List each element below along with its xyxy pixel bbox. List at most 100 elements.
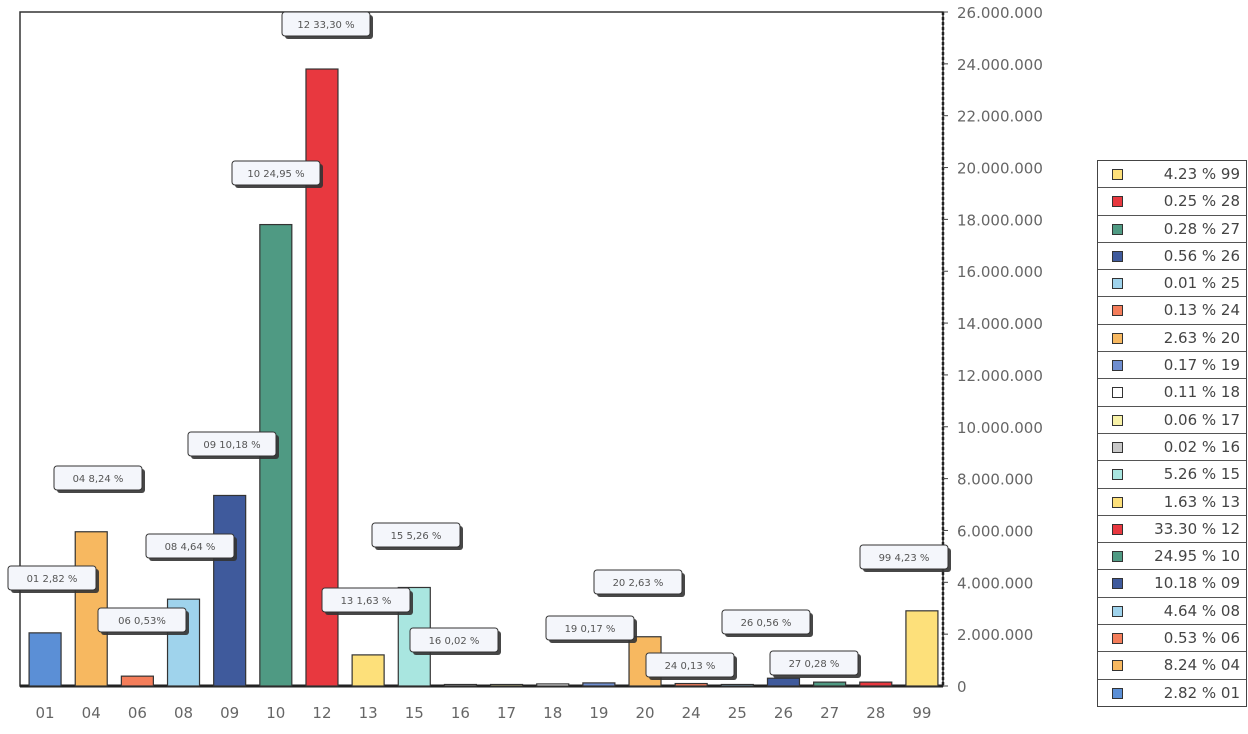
y-tick-label: 18.000.000	[957, 211, 1043, 229]
legend-swatch	[1112, 223, 1123, 235]
callout-box	[409, 627, 499, 653]
bar-26	[766, 677, 801, 687]
legend-item: 4.64 % 08	[1098, 598, 1246, 626]
callout-label: 08 4,64 %	[165, 542, 216, 553]
callout-09: 09 10,18 %	[187, 431, 279, 459]
legend-item: 1.63 % 13	[1098, 489, 1246, 516]
x-axis: 01 04 06 08 09 10 12 13 15 16 17 18 19 20 24 25 26 27 28 99	[36, 704, 932, 722]
callout-16: 16 0,02 %	[409, 627, 501, 655]
callout-label: 15 5,26 %	[391, 531, 442, 542]
legend-swatch	[1112, 387, 1123, 399]
y-tick-label: 0	[957, 678, 967, 696]
legend-swatch	[1112, 414, 1123, 426]
x-tick-label: 16	[451, 704, 470, 722]
legend-item: 4.23 % 99	[1098, 161, 1246, 189]
legend-label: 0.06 % 17	[1163, 410, 1240, 429]
legend-swatch	[1112, 305, 1123, 317]
legend-swatch	[1112, 332, 1123, 344]
legend-label: 0.17 % 19	[1163, 356, 1240, 375]
callout-label: 19 0,17 %	[565, 624, 616, 635]
legend-swatch	[1112, 169, 1123, 180]
legend-item: 0.25 % 28	[1098, 188, 1246, 216]
legend-swatch	[1112, 551, 1123, 563]
callout-box	[545, 615, 635, 641]
callout-10: 10 24,95 %	[231, 160, 323, 188]
callout-label: 12 33,30 %	[297, 20, 354, 31]
x-tick-label: 99	[912, 704, 931, 722]
callout-label: 20 2,63 %	[613, 578, 664, 589]
callout-box	[769, 650, 859, 676]
bar-18	[536, 683, 570, 687]
x-tick-label: 27	[820, 704, 839, 722]
bar-01	[28, 632, 62, 687]
callout-label: 26 0,56 %	[741, 618, 792, 629]
legend-label: 8.24 % 04	[1163, 656, 1240, 675]
y-tick-label: 6.000.000	[957, 522, 1033, 540]
y-tick-label: 22.000.000	[957, 108, 1043, 126]
callout-box	[645, 652, 735, 678]
y-tick-label: 10.000.000	[957, 419, 1043, 437]
legend-label: 2.63 % 20	[1163, 328, 1240, 347]
legend-swatch	[1112, 360, 1123, 372]
legend-swatch	[1112, 496, 1123, 508]
legend-swatch	[1112, 196, 1123, 208]
callout-24: 24 0,13 %	[645, 652, 737, 680]
x-tick-label: 26	[774, 704, 793, 722]
x-tick-label: 06	[128, 704, 147, 722]
callout-label: 10 24,95 %	[247, 169, 304, 180]
x-tick-label: 24	[682, 704, 701, 722]
callout-label: 06 0,53%	[118, 616, 166, 627]
legend-item: 10.18 % 09	[1098, 570, 1246, 598]
callout-box	[371, 522, 461, 548]
legend-item: 0.11 % 18	[1098, 379, 1246, 407]
legend-item: 5.26 % 15	[1098, 461, 1246, 489]
callout-box	[721, 609, 811, 635]
x-tick-label: 04	[82, 704, 101, 722]
legend-label: 0.53 % 06	[1163, 629, 1240, 648]
legend-label: 4.64 % 08	[1163, 601, 1240, 620]
legend-item: 2.63 % 20	[1098, 325, 1246, 353]
bar-13	[351, 654, 385, 687]
x-tick-label: 10	[266, 704, 285, 722]
callout-label: 01 2,82 %	[27, 574, 78, 585]
legend-label: 0.01 % 25	[1163, 274, 1240, 293]
bar-27	[813, 681, 847, 687]
y-tick-label: 14.000.000	[957, 315, 1043, 333]
callout-box	[593, 569, 683, 595]
bar-17	[489, 683, 524, 687]
x-tick-label: 19	[589, 704, 608, 722]
legend-swatch	[1112, 578, 1123, 590]
legend-label: 0.28 % 27	[1163, 219, 1240, 238]
bar-28	[859, 681, 893, 687]
legend-label: 5.26 % 15	[1163, 465, 1240, 484]
legend-swatch	[1112, 523, 1123, 535]
legend-item: 0.13 % 24	[1098, 297, 1246, 325]
legend-label: 0.11 % 18	[1163, 383, 1240, 402]
callout-box	[321, 587, 411, 613]
y-tick-label: 12.000.000	[957, 367, 1043, 385]
legend-item: 0.01 % 25	[1098, 270, 1246, 298]
plot-area	[19, 11, 945, 688]
callout-label: 16 0,02 %	[429, 636, 480, 647]
callout-08: 08 4,64 %	[145, 533, 237, 561]
callout-06: 06 0,53%	[97, 607, 189, 635]
y-tick-label: 2.000.000	[957, 626, 1033, 644]
callout-box	[97, 607, 187, 633]
legend-item: 0.06 % 17	[1098, 407, 1246, 434]
callout-box	[7, 565, 97, 591]
bar-09	[213, 494, 247, 687]
legend-item: 0.17 % 19	[1098, 352, 1246, 380]
legend-swatch	[1112, 687, 1123, 699]
x-tick-label: 25	[728, 704, 747, 722]
legend-item: 8.24 % 04	[1098, 652, 1246, 680]
data-label-callouts: 01 2,82 % 04 8,24 % 06 0,53% 08 4,64 % 09 10…	[7, 11, 951, 680]
plot-frame	[19, 11, 944, 687]
legend-swatch	[1112, 250, 1123, 262]
callout-15: 15 5,26 %	[371, 522, 463, 550]
callout-13: 13 1,63 %	[321, 587, 413, 615]
callout-box	[145, 533, 235, 559]
y-tick-label: 8.000.000	[957, 471, 1033, 489]
callout-19: 19 0,17 %	[545, 615, 637, 643]
legend-item: 24.95 % 10	[1098, 543, 1246, 571]
